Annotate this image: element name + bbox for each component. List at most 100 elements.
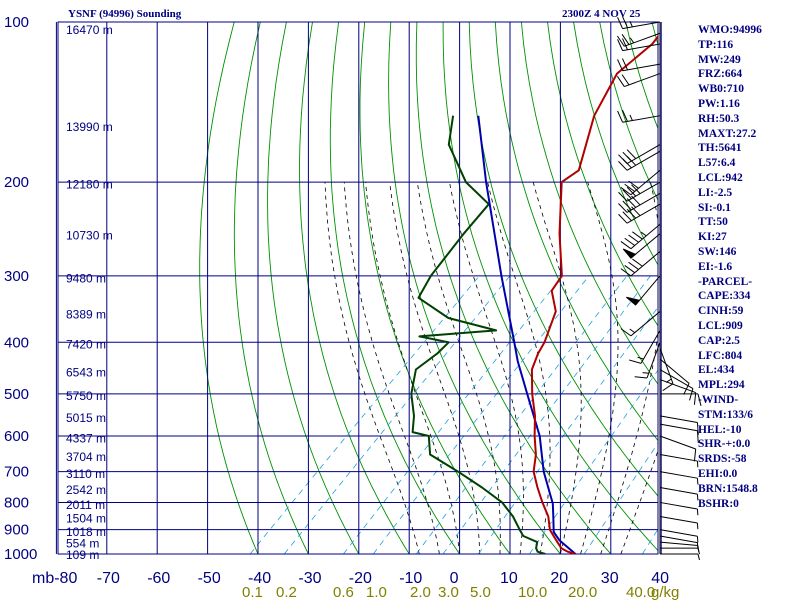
height-label: 16470 m xyxy=(66,23,113,37)
pressure-tick-label: 500 xyxy=(4,386,29,403)
mixing-ratio-label: 3.0 xyxy=(438,584,459,600)
temperature-tick-label: -50 xyxy=(198,570,221,587)
height-label: 109 m xyxy=(66,548,99,562)
mixing-ratio-label: 5.0 xyxy=(470,584,491,600)
index-item: TH:5641 xyxy=(698,142,742,155)
wind-barb xyxy=(617,58,661,72)
height-label: 5750 m xyxy=(66,389,106,403)
index-item: LI:-2.5 xyxy=(698,186,733,199)
dry-adiabat xyxy=(468,22,658,497)
height-label: 2542 m xyxy=(66,483,106,497)
dry-adiabat xyxy=(415,22,612,554)
moist-adiabat xyxy=(532,181,582,554)
wind-barb xyxy=(659,379,697,405)
index-item: FRZ:664 xyxy=(698,68,743,81)
height-label: 13990 m xyxy=(66,120,113,134)
index-item: KI:27 xyxy=(698,231,727,244)
height-label: 3110 m xyxy=(66,467,105,481)
moist-adiabat xyxy=(416,182,501,554)
index-item: SI:-0.1 xyxy=(698,201,731,214)
mixing-ratio-label: 0.1 xyxy=(242,584,263,600)
wind-barb xyxy=(659,471,699,485)
mixing-ratio-line xyxy=(529,369,658,554)
wind-barb xyxy=(628,330,661,364)
pressure-tick-label: 100 xyxy=(4,14,29,31)
wind-barb xyxy=(616,32,661,47)
moist-adiabat xyxy=(620,449,658,554)
index-item: EI:-1.6 xyxy=(698,260,733,273)
index-item: -WIND- xyxy=(698,393,739,406)
index-item: CINH:59 xyxy=(698,305,744,318)
index-item: MAXT:27.2 xyxy=(698,127,757,140)
wind-barb xyxy=(634,342,661,379)
wind-barb xyxy=(617,109,661,123)
index-item: EHI:0.0 xyxy=(698,467,738,480)
dry-adiabat xyxy=(782,22,800,554)
plot-frame xyxy=(57,21,659,555)
index-item: BSHR:0 xyxy=(698,497,739,510)
mixing-ratio-label: 40.0 xyxy=(626,584,655,600)
height-label: 1018 m xyxy=(66,525,106,539)
index-item: LCL:909 xyxy=(698,319,743,332)
height-label: 6543 m xyxy=(66,366,106,380)
mixing-ratio-label: 0.6 xyxy=(333,584,354,600)
pressure-tick-label: 300 xyxy=(4,268,29,285)
index-item: CAPE:334 xyxy=(698,290,751,303)
dry-adiabat xyxy=(299,22,410,554)
temperature-tick-label: 0 xyxy=(450,570,459,587)
temperature-tick-label: -40 xyxy=(248,570,271,587)
temperature-tick-label: 10 xyxy=(500,570,518,587)
index-item: RH:50.3 xyxy=(698,112,740,125)
pressure-tick-label: 800 xyxy=(4,494,29,511)
index-item: EL:434 xyxy=(698,364,735,377)
moist-adiabat xyxy=(365,182,460,554)
wind-barb xyxy=(617,38,661,52)
mixing-ratio-line xyxy=(283,275,511,554)
wind-barb xyxy=(618,203,661,224)
height-label: 10730 m xyxy=(66,229,113,243)
index-item: TT:50 xyxy=(698,216,728,229)
temperature-tick-label: -10 xyxy=(399,570,422,587)
wind-barb xyxy=(620,223,661,250)
wind-barb xyxy=(659,358,690,395)
height-label: 12180 m xyxy=(66,177,113,191)
mixing-ratio-line xyxy=(583,442,658,554)
index-item: SRDS:-58 xyxy=(698,453,747,466)
wind-barb xyxy=(659,501,699,516)
axes xyxy=(55,21,662,555)
mixing-ratio-label: 20.0 xyxy=(568,584,597,600)
mixing-ratio-line xyxy=(372,275,590,554)
dry-adiabat xyxy=(233,22,309,554)
temperature-tick-label: 30 xyxy=(601,570,619,587)
wind-barb xyxy=(622,233,661,259)
wind-barbs xyxy=(616,16,702,561)
wind-barb xyxy=(659,515,699,530)
pressure-tick-label: 200 xyxy=(4,174,29,191)
index-item: SW:146 xyxy=(698,245,737,258)
dry-adiabat xyxy=(520,22,658,385)
dry-adiabat xyxy=(573,22,658,266)
height-label: 2011 m xyxy=(66,498,105,512)
dry-adiabat xyxy=(494,22,658,442)
wind-barb xyxy=(626,275,661,306)
dry-adiabat xyxy=(359,22,511,554)
height-label: 7420 m xyxy=(66,337,106,351)
wind-barb xyxy=(659,535,699,549)
index-item: LFC:804 xyxy=(698,349,743,362)
mixing-ratio-line xyxy=(415,275,628,554)
temperature-tick-label: -20 xyxy=(349,570,372,587)
mixing-ratio-label: 0.2 xyxy=(276,584,297,600)
mixing-ratio-label: g/kg xyxy=(651,584,679,600)
height-label: 1504 m xyxy=(66,511,106,525)
wind-barb xyxy=(659,435,697,462)
parcel-path xyxy=(477,115,577,554)
height-label: 4337 m xyxy=(66,432,106,446)
dewpoint-profile xyxy=(410,115,546,554)
index-item: L57:6.4 xyxy=(698,157,736,170)
wind-barb xyxy=(660,553,700,561)
height-label: 8389 m xyxy=(66,307,106,321)
height-label: 9480 m xyxy=(66,271,106,285)
dry-adiabat xyxy=(267,22,360,554)
wind-barb xyxy=(618,144,661,165)
